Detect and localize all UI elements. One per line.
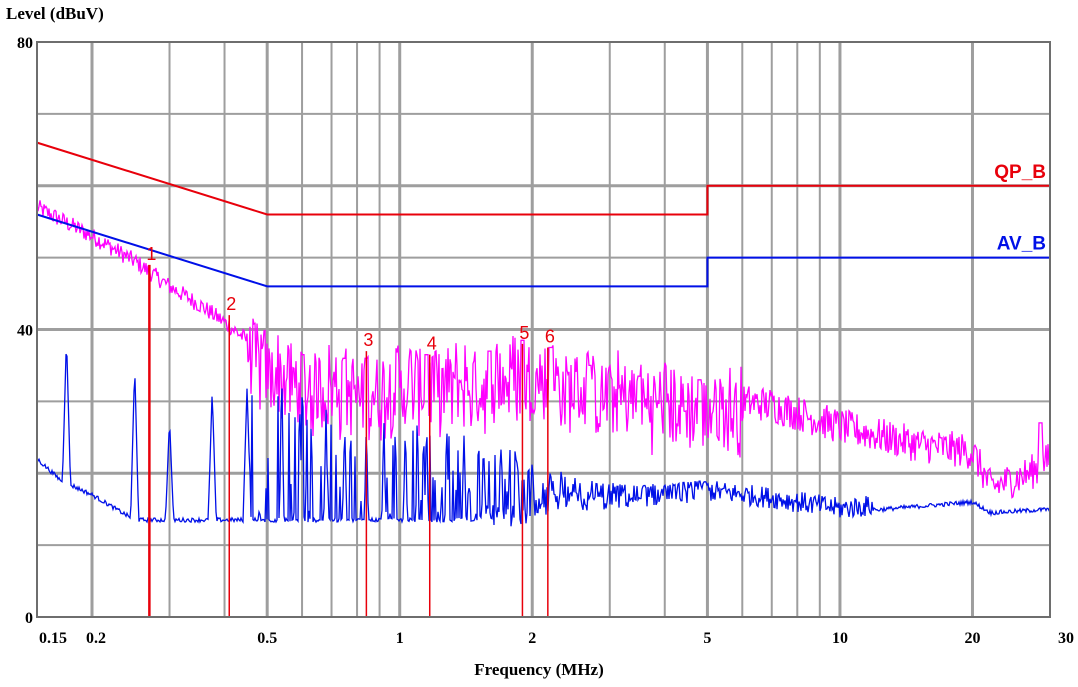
marker-label: 4	[427, 334, 437, 354]
limit-line-av-b	[36, 213, 1050, 288]
x-tick-label: 1	[396, 630, 404, 647]
marker-label: 5	[519, 323, 529, 343]
x-tick-label: 2	[528, 630, 536, 647]
limit-label-qp-b: QP_B	[994, 162, 1046, 183]
y-tick-label: 40	[17, 323, 33, 340]
y-tick-label: 0	[25, 610, 33, 627]
limit-line-qp-b	[36, 141, 1050, 216]
marker-label: 3	[363, 330, 373, 350]
x-tick-label: 20	[964, 630, 980, 647]
y-tick-label: 80	[17, 35, 33, 52]
y-axis-label: Level (dBuV)	[6, 4, 104, 23]
x-tick-label: 0.5	[257, 630, 277, 647]
x-tick-label: 0.2	[86, 630, 106, 647]
marker-label: 2	[226, 294, 236, 314]
marker-label: 1	[146, 244, 156, 264]
x-tick-label: 10	[832, 630, 848, 647]
marker-label: 6	[545, 326, 555, 346]
traces	[36, 200, 1051, 527]
axis-ticks: 0.15 0.2 0.5 1 2 5 10 20 30 0 40 80	[17, 35, 1074, 647]
x-tick-label: 0.15	[39, 630, 67, 647]
x-tick-label: 5	[703, 630, 711, 647]
plot-frame	[36, 41, 1051, 618]
qp-trace	[36, 200, 1051, 499]
markers: 1 2 3 4 5 6	[146, 244, 555, 617]
av-trace	[36, 353, 1051, 527]
grid	[37, 42, 1050, 617]
x-tick-label: 30	[1058, 630, 1074, 647]
limit-lines: QP_B AV_B	[36, 141, 1050, 288]
x-axis-label: Frequency (MHz)	[474, 660, 604, 679]
limit-label-av-b: AV_B	[997, 234, 1046, 255]
